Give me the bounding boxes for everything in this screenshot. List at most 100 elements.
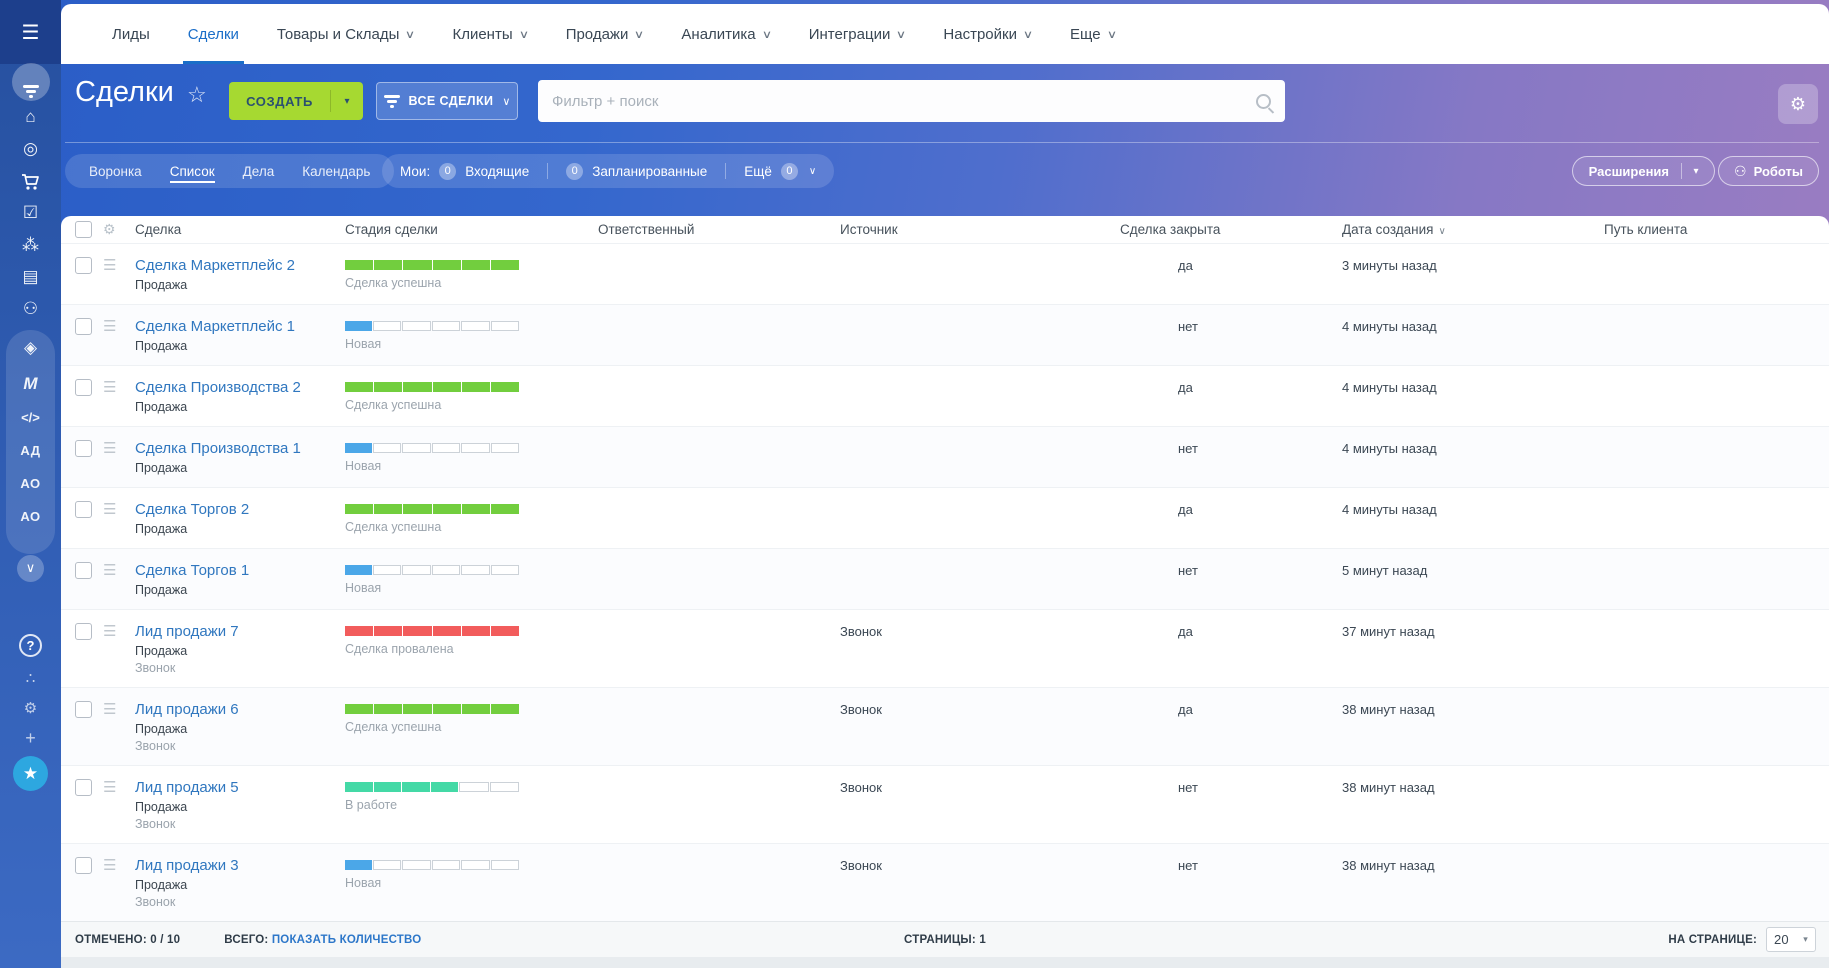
view-funnel[interactable]: Воронка — [75, 154, 156, 188]
sidebar-item-products[interactable]: ◈ — [0, 337, 61, 359]
table-row[interactable]: ☰ Сделка Производства 1 Продажа Новая не… — [61, 426, 1829, 487]
create-button[interactable]: СОЗДАТЬ ▾ — [229, 82, 363, 120]
sidebar-item-bots[interactable]: ⚇ — [0, 298, 61, 320]
drag-handle-icon[interactable]: ☰ — [103, 562, 117, 579]
table-row[interactable]: ☰ Сделка Маркетплейс 2 Продажа Сделка ус… — [61, 243, 1829, 304]
row-checkbox[interactable] — [75, 701, 92, 718]
tab-sales[interactable]: Продажи ∨ — [547, 4, 663, 64]
sidebar-item-developers[interactable]: </> — [0, 407, 61, 429]
deal-name-link[interactable]: Лид продажи 7 — [135, 623, 239, 640]
show-count-link[interactable]: ПОКАЗАТЬ КОЛИЧЕСТВО — [271, 933, 422, 946]
row-checkbox[interactable] — [75, 257, 92, 274]
table-row[interactable]: ☰ Лид продажи 6 Продажа Звонок Сделка ус… — [61, 687, 1829, 765]
tab-clients[interactable]: Клиенты ∨ — [433, 4, 546, 64]
table-row[interactable]: ☰ Лид продажи 7 Продажа Звонок Сделка пр… — [61, 609, 1829, 687]
drag-handle-icon[interactable]: ☰ — [103, 440, 117, 457]
row-checkbox[interactable] — [75, 379, 92, 396]
per-page-select[interactable]: 20 ▾ — [1766, 927, 1816, 952]
search-icon[interactable] — [1256, 93, 1271, 109]
table-row[interactable]: ☰ Сделка Торгов 1 Продажа Новая нет 5 ми… — [61, 548, 1829, 609]
drag-handle-icon[interactable]: ☰ — [103, 779, 117, 796]
chevron-down-icon[interactable]: ▾ — [344, 95, 350, 107]
sidebar-item-network[interactable]: ⁂ — [0, 234, 61, 256]
table-row[interactable]: ☰ Сделка Торгов 2 Продажа Сделка успешна… — [61, 487, 1829, 548]
sidebar-item-ad-app[interactable]: АД — [0, 440, 61, 462]
column-header-created[interactable]: Дата создания ∨ — [1342, 222, 1446, 237]
inbox-filter-link[interactable]: Входящие — [465, 163, 530, 179]
sidebar-item-ao-app-2[interactable]: АО — [0, 506, 61, 528]
chevron-down-icon[interactable]: ∨ — [808, 165, 817, 177]
drag-handle-icon[interactable]: ☰ — [103, 501, 117, 518]
row-checkbox[interactable] — [75, 623, 92, 640]
column-header-stage[interactable]: Стадия сделки — [345, 222, 438, 237]
row-checkbox[interactable] — [75, 857, 92, 874]
deals-table-card: ⚙ Сделка Стадия сделки Ответственный Ист… — [61, 216, 1829, 968]
sidebar-item-marketplace[interactable]: M — [0, 373, 61, 395]
row-checkbox[interactable] — [75, 318, 92, 335]
deal-name-link[interactable]: Сделка Торгов 2 — [135, 501, 250, 518]
deal-name-link[interactable]: Сделка Маркетплейс 1 — [135, 318, 295, 335]
drag-handle-icon[interactable]: ☰ — [103, 257, 117, 274]
tab-products[interactable]: Товары и Склады ∨ — [258, 4, 434, 64]
column-header-closed[interactable]: Сделка закрыта — [1120, 222, 1221, 237]
deal-name-link[interactable]: Сделка Торгов 1 — [135, 562, 250, 579]
sidebar-help-button[interactable]: ? — [19, 634, 42, 657]
table-row[interactable]: ☰ Лид продажи 3 Продажа Звонок Новая Зво… — [61, 843, 1829, 921]
view-tasks[interactable]: Дела — [229, 154, 289, 188]
tab-leads[interactable]: Лиды — [93, 4, 169, 64]
row-checkbox[interactable] — [75, 779, 92, 796]
table-row[interactable]: ☰ Сделка Производства 2 Продажа Сделка у… — [61, 365, 1829, 426]
table-row[interactable]: ☰ Лид продажи 5 Продажа Звонок В работе … — [61, 765, 1829, 843]
favorite-star-button[interactable]: ☆ — [187, 82, 207, 108]
drag-handle-icon[interactable]: ☰ — [103, 379, 117, 396]
drag-handle-icon[interactable]: ☰ — [103, 318, 117, 335]
sidebar-add-button[interactable]: + — [0, 727, 61, 749]
all-deals-filter-button[interactable]: ВСЕ СДЕЛКИ ∨ — [376, 82, 518, 120]
chevron-down-icon[interactable]: ▾ — [1693, 165, 1699, 177]
extensions-button[interactable]: Расширения ▾ — [1571, 156, 1715, 186]
column-header-responsible[interactable]: Ответственный — [598, 222, 695, 237]
tab-more[interactable]: Еще ∨ — [1051, 4, 1135, 64]
list-settings-button[interactable]: ⚙ — [1778, 84, 1818, 124]
view-list[interactable]: Список — [156, 154, 229, 188]
robots-button[interactable]: ⚇ Роботы — [1718, 156, 1819, 186]
row-checkbox[interactable] — [75, 562, 92, 579]
sidebar-item-home[interactable]: ⌂ — [0, 106, 61, 128]
sidebar-item-ao-app-1[interactable]: АО — [0, 473, 61, 495]
row-checkbox[interactable] — [75, 440, 92, 457]
drag-handle-icon[interactable]: ☰ — [103, 623, 117, 640]
columns-settings-button[interactable]: ⚙ — [103, 221, 135, 238]
deal-name-link[interactable]: Сделка Маркетплейс 2 — [135, 257, 295, 274]
deal-name-link[interactable]: Сделка Производства 2 — [135, 379, 301, 396]
sidebar-item-contacts[interactable]: ▤ — [0, 266, 61, 288]
search-input[interactable] — [552, 92, 1256, 110]
sidebar-item-tasks[interactable]: ☑ — [0, 202, 61, 224]
view-calendar[interactable]: Календарь — [288, 154, 384, 188]
column-header-client-path[interactable]: Путь клиента — [1604, 222, 1688, 237]
planned-filter-link[interactable]: Запланированные — [592, 163, 708, 179]
tab-analytics[interactable]: Аналитика ∨ — [662, 4, 789, 64]
row-checkbox[interactable] — [75, 501, 92, 518]
deal-name-link[interactable]: Сделка Производства 1 — [135, 440, 301, 457]
sidebar-settings-button[interactable]: ⚙ — [0, 698, 61, 720]
tab-settings[interactable]: Настройки ∨ — [924, 4, 1051, 64]
deal-name-link[interactable]: Лид продажи 6 — [135, 701, 239, 718]
whats-new-button[interactable]: ★ — [13, 756, 48, 791]
tab-deals[interactable]: Сделки — [169, 4, 258, 64]
sidebar-item-shop[interactable] — [0, 170, 61, 192]
menu-toggle-button[interactable]: ☰ — [0, 0, 61, 64]
deal-name-link[interactable]: Лид продажи 5 — [135, 779, 239, 796]
more-filters-link[interactable]: Ещё — [744, 163, 772, 179]
column-header-deal[interactable]: Сделка — [135, 222, 182, 237]
drag-handle-icon[interactable]: ☰ — [103, 857, 117, 874]
drag-handle-icon[interactable]: ☰ — [103, 701, 117, 718]
deal-name-link[interactable]: Лид продажи 3 — [135, 857, 239, 874]
sidebar-integrations-button[interactable]: ∴ — [0, 668, 61, 690]
sidebar-item-goals[interactable]: ◎ — [0, 138, 61, 160]
column-header-source[interactable]: Источник — [840, 222, 898, 237]
sidebar-expand-button[interactable]: ∨ — [17, 555, 44, 582]
tab-integrations[interactable]: Интеграции ∨ — [790, 4, 925, 64]
table-row[interactable]: ☰ Сделка Маркетплейс 1 Продажа Новая нет… — [61, 304, 1829, 365]
select-all-checkbox[interactable] — [75, 221, 92, 238]
sidebar-item-deals[interactable] — [0, 72, 61, 98]
